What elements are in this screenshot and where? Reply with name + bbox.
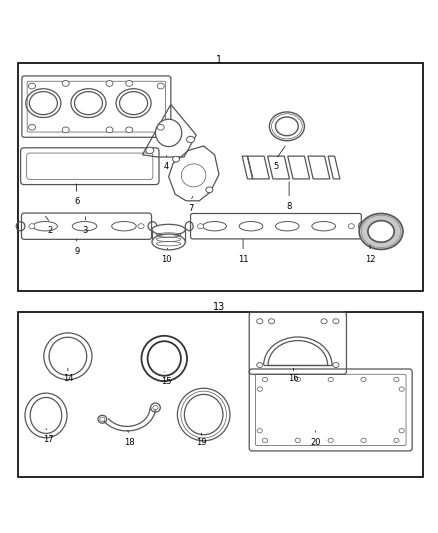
Ellipse shape xyxy=(276,222,299,231)
Ellipse shape xyxy=(257,319,263,324)
Ellipse shape xyxy=(312,222,336,231)
Ellipse shape xyxy=(257,429,262,433)
Text: 10: 10 xyxy=(161,255,172,264)
Ellipse shape xyxy=(394,377,399,382)
Bar xyxy=(18,63,423,290)
Ellipse shape xyxy=(72,222,97,231)
Ellipse shape xyxy=(157,124,164,130)
Ellipse shape xyxy=(30,398,62,433)
Text: 9: 9 xyxy=(74,247,79,256)
Ellipse shape xyxy=(155,119,182,147)
Ellipse shape xyxy=(28,83,35,89)
Ellipse shape xyxy=(257,387,262,391)
Ellipse shape xyxy=(157,83,164,89)
Ellipse shape xyxy=(368,221,394,243)
Ellipse shape xyxy=(106,127,113,133)
Ellipse shape xyxy=(328,377,333,382)
Ellipse shape xyxy=(295,438,300,442)
Text: 11: 11 xyxy=(238,255,248,264)
Ellipse shape xyxy=(359,213,403,249)
Text: 17: 17 xyxy=(43,435,53,444)
Ellipse shape xyxy=(152,234,185,250)
Ellipse shape xyxy=(62,80,69,86)
Text: 16: 16 xyxy=(288,374,299,383)
Ellipse shape xyxy=(100,417,105,422)
Ellipse shape xyxy=(394,438,399,442)
Text: 14: 14 xyxy=(63,374,73,383)
Text: 5: 5 xyxy=(273,162,279,171)
Ellipse shape xyxy=(348,224,354,229)
Ellipse shape xyxy=(126,80,133,86)
Ellipse shape xyxy=(153,406,158,410)
Ellipse shape xyxy=(257,362,263,368)
Ellipse shape xyxy=(295,377,300,382)
Bar xyxy=(18,312,423,477)
Ellipse shape xyxy=(268,319,275,324)
Ellipse shape xyxy=(126,127,133,133)
Ellipse shape xyxy=(152,224,185,235)
Text: 20: 20 xyxy=(310,438,321,447)
Text: 13: 13 xyxy=(213,302,225,312)
Text: 19: 19 xyxy=(196,438,207,447)
Ellipse shape xyxy=(321,319,327,324)
Ellipse shape xyxy=(29,224,35,229)
Text: 6: 6 xyxy=(74,197,79,206)
Ellipse shape xyxy=(328,438,333,442)
Ellipse shape xyxy=(262,438,268,442)
Ellipse shape xyxy=(399,387,404,391)
Ellipse shape xyxy=(28,124,35,130)
Ellipse shape xyxy=(146,147,154,154)
Ellipse shape xyxy=(361,438,366,442)
Ellipse shape xyxy=(62,127,69,133)
Text: 15: 15 xyxy=(161,377,172,386)
Ellipse shape xyxy=(206,187,213,193)
Ellipse shape xyxy=(112,222,136,231)
Text: 3: 3 xyxy=(83,226,88,235)
Ellipse shape xyxy=(203,222,226,231)
Text: 7: 7 xyxy=(188,204,193,213)
Text: 12: 12 xyxy=(365,255,375,264)
Ellipse shape xyxy=(276,117,298,136)
Ellipse shape xyxy=(138,224,144,229)
Ellipse shape xyxy=(198,224,204,229)
Ellipse shape xyxy=(333,362,339,368)
Ellipse shape xyxy=(148,341,181,376)
Ellipse shape xyxy=(106,80,113,86)
Text: 2: 2 xyxy=(48,226,53,235)
Ellipse shape xyxy=(361,377,366,382)
Ellipse shape xyxy=(29,92,57,115)
Text: 4: 4 xyxy=(164,162,169,171)
Ellipse shape xyxy=(181,164,206,187)
Ellipse shape xyxy=(120,92,148,115)
Ellipse shape xyxy=(187,136,194,143)
Ellipse shape xyxy=(33,222,57,231)
Ellipse shape xyxy=(184,394,223,435)
Ellipse shape xyxy=(49,337,87,375)
Text: 1: 1 xyxy=(216,55,222,66)
Ellipse shape xyxy=(399,429,404,433)
Ellipse shape xyxy=(333,319,339,324)
Ellipse shape xyxy=(173,156,180,162)
Text: 8: 8 xyxy=(286,201,292,211)
Ellipse shape xyxy=(262,377,268,382)
Ellipse shape xyxy=(239,222,263,231)
Ellipse shape xyxy=(74,92,102,115)
Text: 18: 18 xyxy=(124,438,134,447)
